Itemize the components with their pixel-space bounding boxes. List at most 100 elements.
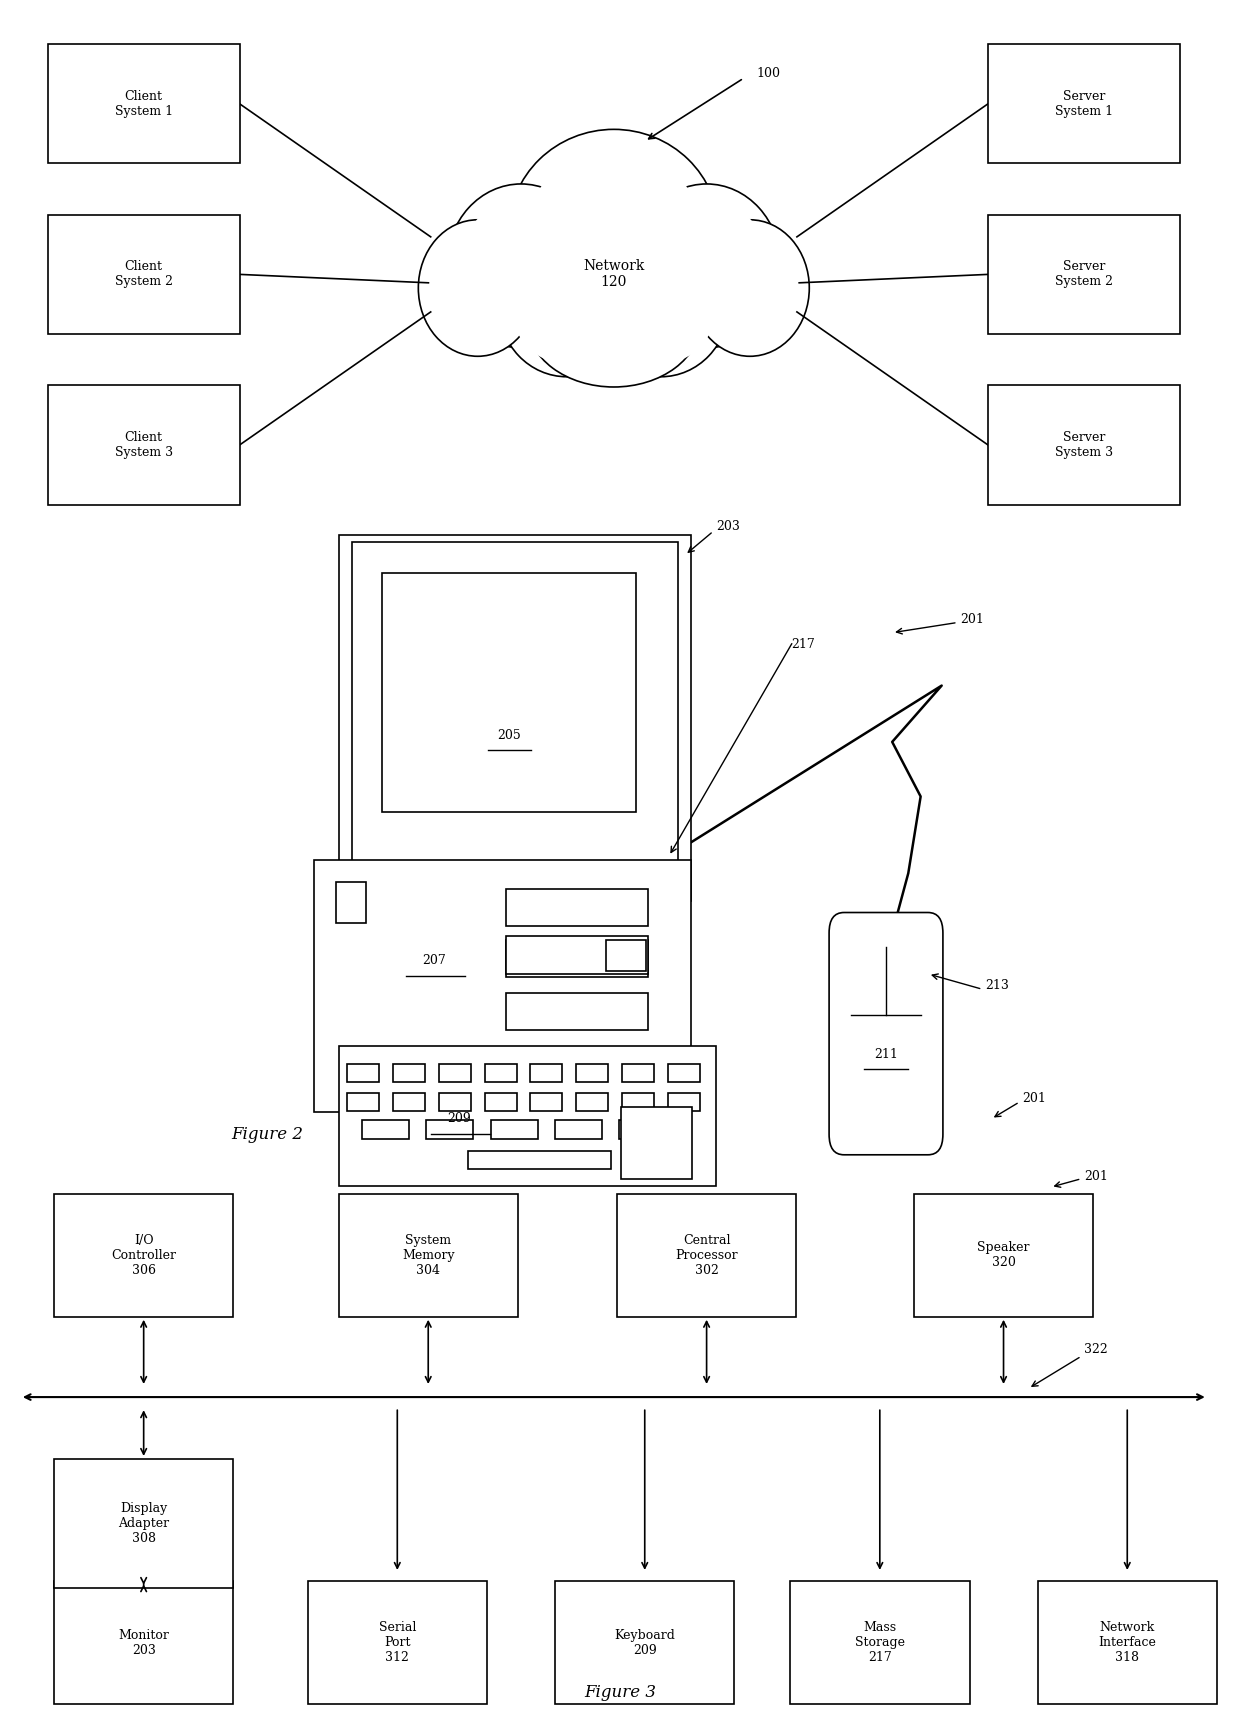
- Text: Client
System 1: Client System 1: [114, 91, 172, 118]
- Text: Server
System 2: Server System 2: [1055, 260, 1114, 289]
- Text: Monitor
203: Monitor 203: [118, 1629, 169, 1656]
- Bar: [577, 1063, 609, 1082]
- Text: Figure 3: Figure 3: [584, 1683, 656, 1700]
- Ellipse shape: [418, 220, 537, 355]
- Ellipse shape: [646, 198, 768, 333]
- Bar: [336, 882, 366, 923]
- Text: Figure 1: Figure 1: [398, 567, 470, 584]
- Text: System
Memory
304: System Memory 304: [402, 1234, 455, 1277]
- Text: Server
System 3: Server System 3: [1055, 431, 1114, 460]
- Ellipse shape: [691, 220, 810, 355]
- Bar: [393, 1092, 425, 1111]
- Ellipse shape: [511, 246, 622, 364]
- Text: Network
120: Network 120: [583, 260, 645, 289]
- Bar: [439, 1063, 471, 1082]
- Text: Figure 2: Figure 2: [232, 1126, 304, 1143]
- Text: Keyboard
209: Keyboard 209: [614, 1629, 676, 1656]
- Bar: [531, 1092, 563, 1111]
- Text: Central
Processor
302: Central Processor 302: [676, 1234, 738, 1277]
- Bar: [491, 1119, 538, 1138]
- Ellipse shape: [498, 234, 635, 376]
- Bar: [556, 1119, 603, 1138]
- FancyBboxPatch shape: [830, 913, 942, 1155]
- Bar: [362, 1119, 409, 1138]
- Bar: [618, 1195, 796, 1318]
- Bar: [577, 1092, 609, 1111]
- Bar: [988, 385, 1179, 504]
- Bar: [506, 993, 647, 1031]
- Text: Speaker
320: Speaker 320: [977, 1241, 1029, 1270]
- Text: Display
Adapter
308: Display Adapter 308: [118, 1502, 169, 1545]
- Bar: [55, 1581, 233, 1704]
- Bar: [48, 215, 239, 333]
- Ellipse shape: [701, 232, 799, 344]
- Text: 207: 207: [423, 954, 446, 967]
- Text: 322: 322: [1084, 1343, 1107, 1355]
- Text: Mass
Storage
217: Mass Storage 217: [854, 1622, 905, 1665]
- Text: 203: 203: [715, 520, 740, 533]
- Bar: [393, 1063, 425, 1082]
- Text: 205: 205: [497, 728, 521, 742]
- Bar: [667, 1063, 699, 1082]
- Bar: [531, 1063, 563, 1082]
- Bar: [1038, 1581, 1216, 1704]
- Text: 213: 213: [985, 979, 1009, 993]
- Text: 201: 201: [960, 612, 985, 625]
- Bar: [485, 1063, 517, 1082]
- Text: 209: 209: [448, 1113, 471, 1126]
- Text: 211: 211: [874, 1048, 898, 1061]
- Bar: [621, 1063, 653, 1082]
- Text: 217: 217: [791, 637, 815, 651]
- Bar: [314, 860, 691, 1113]
- Text: Client
System 3: Client System 3: [114, 431, 172, 460]
- Bar: [556, 1581, 734, 1704]
- Bar: [347, 1092, 379, 1111]
- Ellipse shape: [527, 147, 701, 316]
- Bar: [352, 542, 677, 866]
- Text: 201: 201: [1084, 1171, 1107, 1183]
- Ellipse shape: [605, 246, 717, 364]
- Bar: [469, 1150, 611, 1169]
- Ellipse shape: [593, 234, 729, 376]
- Bar: [506, 1049, 647, 1087]
- Ellipse shape: [543, 268, 684, 376]
- Bar: [620, 1119, 666, 1138]
- Ellipse shape: [632, 185, 781, 347]
- Bar: [485, 1092, 517, 1111]
- Bar: [339, 1046, 715, 1186]
- Text: Client
System 2: Client System 2: [114, 260, 172, 289]
- Ellipse shape: [429, 232, 527, 344]
- Bar: [339, 535, 691, 901]
- Bar: [790, 1581, 970, 1704]
- Bar: [382, 573, 636, 812]
- Bar: [621, 1092, 653, 1111]
- Bar: [506, 937, 647, 974]
- Ellipse shape: [527, 258, 701, 386]
- Text: Network
Interface
318: Network Interface 318: [1099, 1622, 1156, 1665]
- Bar: [339, 1195, 518, 1318]
- Bar: [914, 1195, 1094, 1318]
- Bar: [55, 1195, 233, 1318]
- Bar: [506, 889, 647, 926]
- Bar: [347, 1063, 379, 1082]
- Text: 201: 201: [1022, 1092, 1047, 1106]
- Bar: [427, 1119, 474, 1138]
- Text: Server
System 1: Server System 1: [1055, 91, 1114, 118]
- Bar: [48, 44, 239, 164]
- Ellipse shape: [446, 185, 595, 347]
- Text: I/O
Controller
306: I/O Controller 306: [112, 1234, 176, 1277]
- Bar: [55, 1459, 233, 1588]
- Text: Serial
Port
312: Serial Port 312: [378, 1622, 415, 1665]
- Bar: [988, 215, 1179, 333]
- Bar: [620, 1107, 692, 1179]
- Bar: [988, 44, 1179, 164]
- Bar: [48, 385, 239, 504]
- Ellipse shape: [508, 130, 719, 333]
- Bar: [606, 940, 646, 971]
- Bar: [667, 1092, 699, 1111]
- Text: 100: 100: [756, 67, 780, 80]
- Bar: [506, 940, 647, 978]
- Ellipse shape: [460, 198, 582, 333]
- Bar: [439, 1092, 471, 1111]
- Bar: [308, 1581, 487, 1704]
